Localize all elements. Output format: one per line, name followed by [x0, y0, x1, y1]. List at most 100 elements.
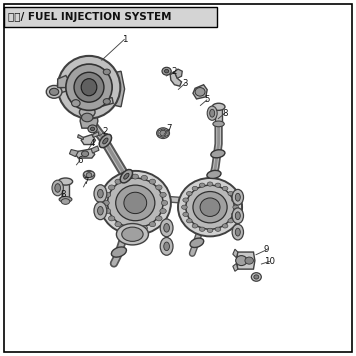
Ellipse shape — [98, 189, 103, 198]
Ellipse shape — [156, 216, 162, 221]
Ellipse shape — [122, 227, 143, 241]
Ellipse shape — [149, 222, 156, 227]
Ellipse shape — [88, 125, 97, 133]
Ellipse shape — [104, 209, 111, 214]
Polygon shape — [101, 71, 125, 107]
Polygon shape — [75, 149, 95, 158]
Ellipse shape — [83, 171, 95, 180]
Ellipse shape — [235, 193, 240, 201]
Ellipse shape — [94, 202, 107, 220]
Ellipse shape — [104, 192, 111, 197]
Polygon shape — [101, 98, 113, 106]
Ellipse shape — [207, 106, 217, 120]
Ellipse shape — [66, 64, 112, 110]
Ellipse shape — [132, 227, 138, 232]
Polygon shape — [158, 129, 168, 137]
Ellipse shape — [52, 180, 63, 196]
Text: 7: 7 — [167, 124, 172, 134]
Ellipse shape — [186, 185, 234, 229]
Ellipse shape — [199, 227, 205, 231]
Polygon shape — [83, 172, 95, 177]
Ellipse shape — [183, 198, 189, 202]
Ellipse shape — [182, 205, 187, 209]
Ellipse shape — [156, 185, 162, 190]
Ellipse shape — [58, 56, 120, 119]
Ellipse shape — [98, 206, 103, 215]
Ellipse shape — [251, 273, 261, 281]
Text: 6: 6 — [77, 156, 83, 165]
Polygon shape — [58, 75, 70, 88]
Ellipse shape — [61, 199, 70, 204]
Ellipse shape — [207, 182, 213, 186]
Ellipse shape — [74, 72, 104, 102]
Ellipse shape — [116, 185, 155, 221]
Ellipse shape — [115, 179, 121, 184]
Polygon shape — [62, 182, 69, 199]
Text: 7: 7 — [83, 177, 89, 186]
Ellipse shape — [213, 121, 224, 127]
Ellipse shape — [215, 227, 221, 231]
Ellipse shape — [190, 238, 204, 247]
Ellipse shape — [82, 113, 93, 122]
Ellipse shape — [59, 197, 72, 202]
Ellipse shape — [160, 130, 166, 136]
Ellipse shape — [161, 200, 168, 205]
Ellipse shape — [193, 192, 227, 223]
Text: 1: 1 — [122, 35, 127, 44]
Ellipse shape — [236, 256, 247, 266]
Polygon shape — [69, 150, 78, 157]
Polygon shape — [91, 146, 99, 153]
Ellipse shape — [100, 171, 171, 235]
Ellipse shape — [81, 79, 97, 96]
Text: 5: 5 — [204, 95, 210, 104]
Polygon shape — [215, 107, 222, 124]
Ellipse shape — [232, 189, 244, 205]
Ellipse shape — [149, 179, 156, 184]
Ellipse shape — [124, 173, 129, 179]
Polygon shape — [170, 72, 182, 86]
Ellipse shape — [254, 275, 259, 279]
Ellipse shape — [207, 228, 213, 232]
Ellipse shape — [123, 176, 130, 180]
Polygon shape — [233, 263, 238, 271]
Ellipse shape — [124, 192, 147, 214]
Ellipse shape — [222, 186, 228, 190]
Polygon shape — [81, 135, 95, 145]
Ellipse shape — [111, 247, 126, 257]
Ellipse shape — [211, 150, 225, 158]
Ellipse shape — [212, 103, 225, 110]
Ellipse shape — [245, 257, 253, 264]
Ellipse shape — [164, 224, 169, 232]
Ellipse shape — [46, 85, 62, 98]
Ellipse shape — [79, 106, 95, 118]
Ellipse shape — [49, 88, 59, 95]
Ellipse shape — [160, 219, 173, 237]
Ellipse shape — [222, 224, 228, 228]
Text: 9: 9 — [263, 245, 269, 255]
Ellipse shape — [160, 192, 166, 197]
Ellipse shape — [86, 173, 92, 178]
Text: 系统/ FUEL INJECTION SYSTEM: 系统/ FUEL INJECTION SYSTEM — [8, 12, 171, 22]
Ellipse shape — [210, 109, 215, 117]
Ellipse shape — [183, 212, 189, 216]
Polygon shape — [174, 69, 182, 78]
Ellipse shape — [178, 178, 242, 236]
Ellipse shape — [199, 183, 205, 187]
Ellipse shape — [207, 171, 221, 178]
Ellipse shape — [72, 100, 80, 107]
Polygon shape — [80, 110, 98, 128]
Text: 8: 8 — [222, 109, 228, 118]
Ellipse shape — [157, 128, 169, 138]
Ellipse shape — [58, 178, 73, 185]
Ellipse shape — [120, 169, 132, 183]
Ellipse shape — [235, 212, 240, 220]
Ellipse shape — [164, 242, 169, 251]
Polygon shape — [55, 85, 71, 94]
Ellipse shape — [103, 200, 109, 205]
Ellipse shape — [115, 222, 121, 227]
Ellipse shape — [141, 225, 147, 230]
Ellipse shape — [233, 205, 239, 209]
Ellipse shape — [215, 183, 221, 187]
Text: 4: 4 — [89, 139, 95, 148]
Ellipse shape — [109, 185, 115, 190]
